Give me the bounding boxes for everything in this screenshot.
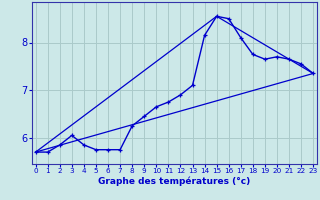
- X-axis label: Graphe des températures (°c): Graphe des températures (°c): [98, 177, 251, 186]
